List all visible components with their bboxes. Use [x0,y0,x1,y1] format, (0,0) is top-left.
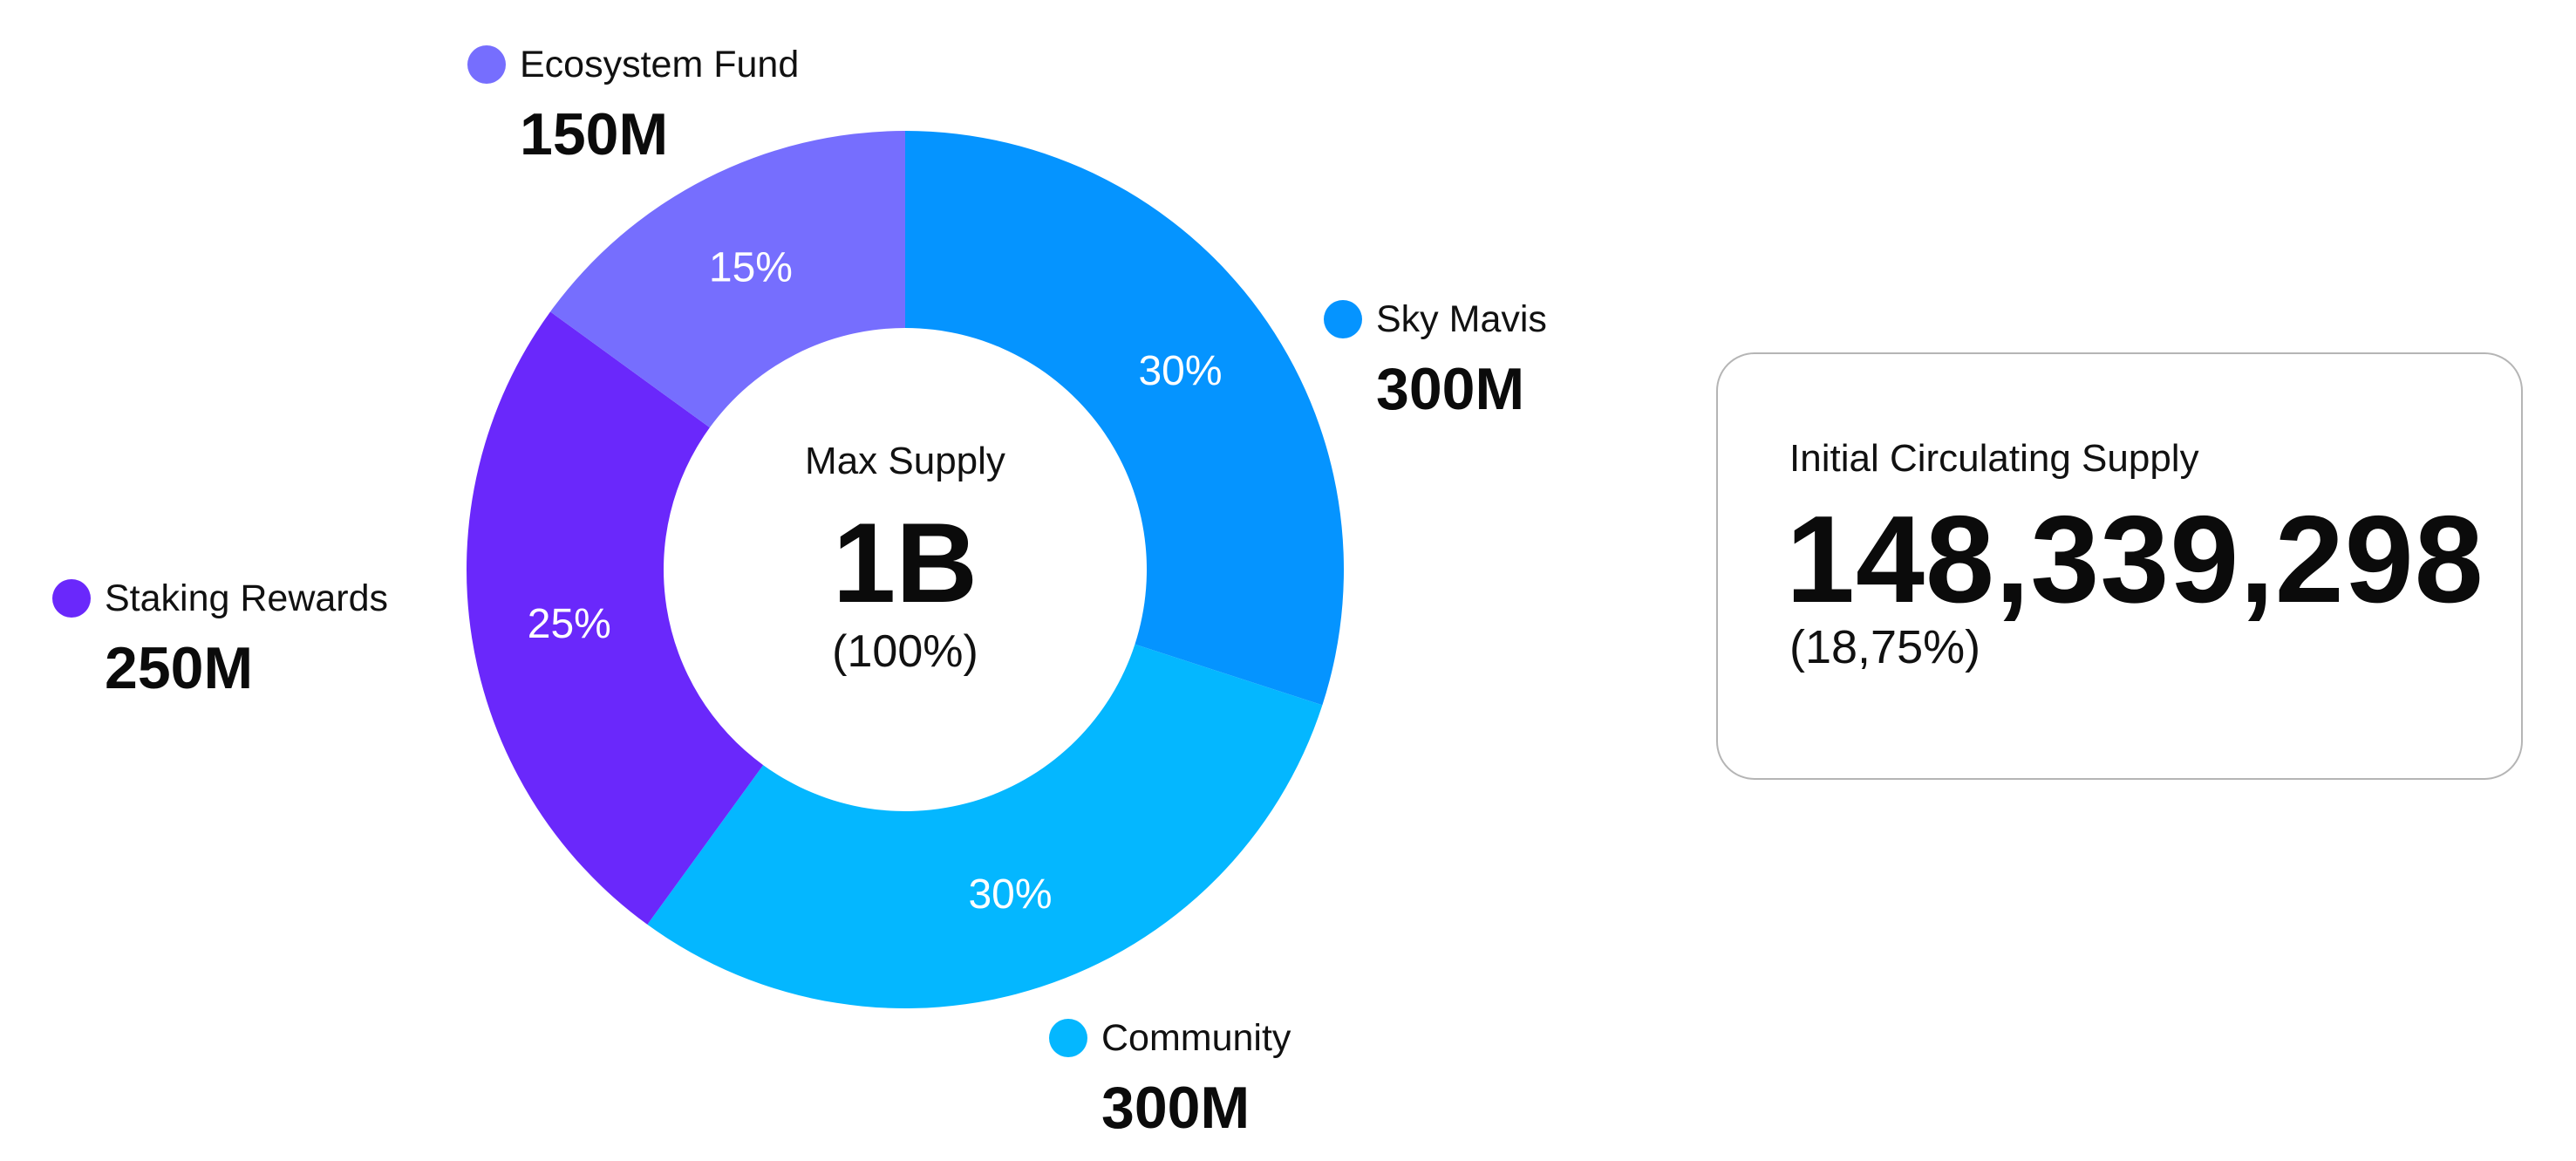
circulating-supply-percent: (18,75%) [1789,621,1981,673]
legend-ecosystem-fund: Ecosystem Fund 150M [467,45,799,164]
slice-percent-label: 30% [968,871,1052,918]
legend-dot-icon [52,579,91,618]
slice-percent-label: 15% [709,245,793,291]
circulating-supply-card: Initial Circulating Supply 148,339,298 (… [1716,352,2523,780]
legend-label: Ecosystem Fund [520,43,800,85]
legend-value: 300M [1101,1075,1251,1141]
donut-slice-community [647,644,1323,1008]
center-value: 1B [833,499,978,626]
slice-percent-label: 30% [1138,348,1222,394]
legend-dot-icon [1324,300,1362,338]
donut-slices [466,131,1344,1008]
center-label: Max Supply [805,440,1005,482]
circulating-supply-label: Initial Circulating Supply [1789,437,2199,480]
legend-label: Community [1101,1016,1291,1059]
legend-value: 300M [1376,356,1525,422]
legend-sky-mavis: Sky Mavis 300M [1324,300,1547,419]
donut-slice-staking-rewards [466,311,764,925]
center-percent: (100%) [832,626,978,677]
legend-dot-icon [1049,1019,1087,1057]
legend-label: Sky Mavis [1376,297,1547,340]
legend-value: 150M [520,101,669,167]
legend-label: Staking Rewards [105,577,389,619]
donut-slice-ecosystem-fund [550,131,905,428]
legend-community: Community 300M [1049,1019,1291,1137]
legend-staking-rewards: Staking Rewards 250M [52,579,388,698]
donut-slice-sky-mavis [905,131,1344,706]
legend-value: 250M [105,635,254,701]
slice-percent-label: 25% [528,601,611,647]
slice-percent-labels: 30% 30% 25% 15% [528,245,1223,918]
legend-dot-icon [467,45,506,84]
circulating-supply-value: 148,339,298 [1786,490,2484,629]
